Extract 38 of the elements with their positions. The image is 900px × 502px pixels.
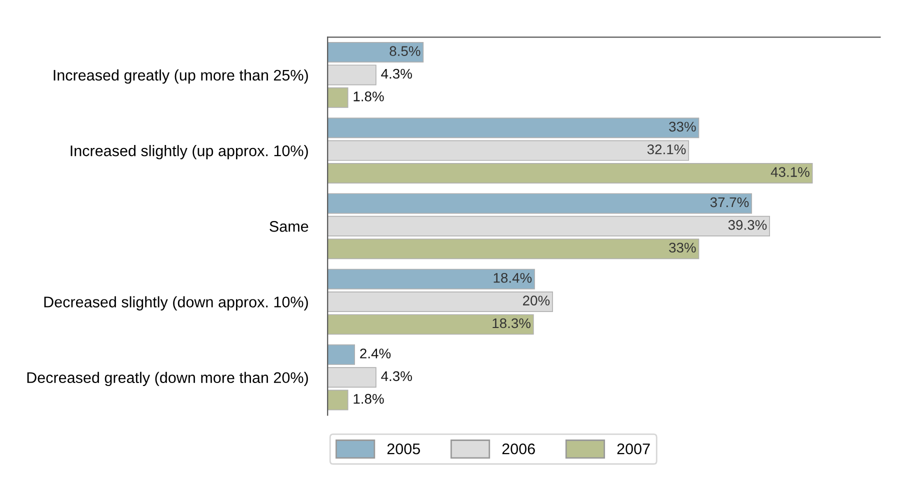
bar [328, 292, 553, 312]
bar [328, 367, 376, 388]
bar [328, 390, 348, 410]
bar [328, 216, 770, 236]
bar [328, 162, 813, 184]
y-tick-label: Increased slightly (up approx. 10%) [70, 145, 308, 160]
bar [328, 87, 348, 108]
data-label: 1.8% [354, 92, 384, 102]
y-tick-label: Increased greatly (up more than 25%) [54, 69, 308, 84]
data-label: 32.1% [647, 144, 686, 154]
bar [328, 344, 356, 365]
bar [328, 193, 752, 214]
bar [328, 64, 376, 86]
data-label: 43.1% [770, 167, 810, 177]
data-label: 18.4% [494, 272, 532, 283]
data-label: 39.3% [728, 220, 767, 230]
legend-label: 2007 [617, 443, 650, 454]
data-label: 4.3% [381, 68, 412, 79]
y-tick-label: Decreased slightly (down approx. 10%) [44, 296, 308, 310]
bar [328, 118, 700, 138]
bar [328, 42, 424, 63]
data-label: 2.4% [360, 348, 391, 358]
data-label: 37.7% [710, 197, 749, 208]
bar [328, 238, 700, 260]
legend-label: 2005 [387, 443, 420, 454]
legend-label: 2006 [502, 443, 535, 454]
bar [328, 268, 535, 290]
data-label: 33% [669, 122, 696, 132]
y-tick-label: Same [270, 221, 308, 232]
data-label: 8.5% [390, 46, 420, 56]
bar [328, 140, 690, 161]
bar [328, 314, 534, 335]
y-tick-label: Decreased greatly (down more than 20%) [27, 372, 308, 386]
data-label: 1.8% [354, 394, 384, 404]
data-label: 18.3% [492, 318, 530, 328]
data-label: 20% [523, 296, 550, 306]
data-label: 4.3% [381, 371, 412, 382]
data-label: 33% [669, 242, 696, 253]
